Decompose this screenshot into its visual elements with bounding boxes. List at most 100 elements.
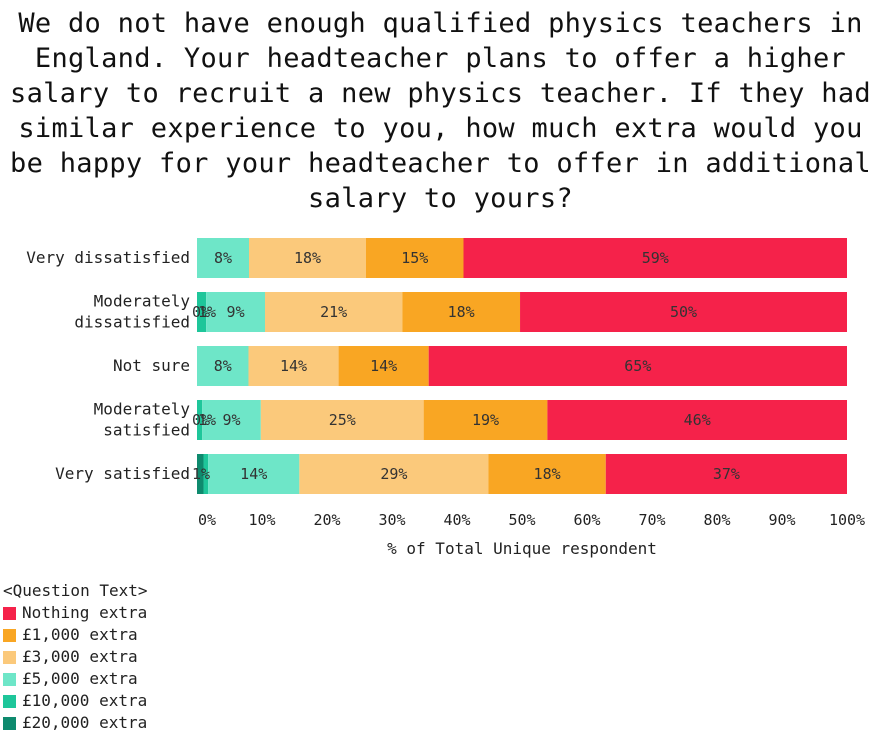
- legend-item: £3,000 extra: [3, 646, 148, 668]
- bar-segment: [197, 400, 203, 440]
- bar-data-label: 9%: [222, 411, 240, 429]
- y-category-label: Moderately satisfied: [94, 400, 191, 440]
- legend-swatch: [3, 628, 16, 642]
- bar-data-label: 65%: [624, 357, 651, 375]
- bar-segment: [249, 238, 366, 278]
- chart-title-line: similar experience to you, how much extr…: [18, 113, 863, 144]
- bar-segment: [197, 346, 249, 386]
- bar-segment: [428, 346, 847, 386]
- bar-segment: [260, 400, 424, 440]
- bar-segment: [248, 346, 339, 386]
- bar-segment: [338, 346, 429, 386]
- bar-data-label: 18%: [294, 249, 321, 267]
- bar-data-label: 8%: [214, 357, 232, 375]
- bar-segment: [299, 454, 489, 494]
- legend-label: £3,000 extra: [22, 647, 138, 666]
- legend-label: £10,000 extra: [22, 691, 148, 710]
- bar-data-label: 46%: [684, 411, 711, 429]
- legend-item: Nothing extra: [3, 602, 148, 624]
- bars-layer: [197, 238, 847, 494]
- y-category-label-line: Moderately: [94, 400, 191, 419]
- y-category-label-line: Moderately: [94, 292, 191, 311]
- bar-segment: [366, 238, 464, 278]
- x-tick-label: 60%: [573, 511, 600, 529]
- stacked-bar-chart: 8% 18% 15% 59%0%1% 9% 21% 18% 50%8% 14% 14% 65%0%1…: [26, 238, 865, 558]
- x-tick-label: 90%: [768, 511, 795, 529]
- legend-swatch: [3, 672, 16, 686]
- bar-data-label: 29%: [380, 465, 407, 483]
- bar-segment: [265, 292, 403, 332]
- y-category-label-line: satisfied: [103, 421, 190, 440]
- bar-data-label: 15%: [401, 249, 428, 267]
- bar-data-label: 14%: [370, 357, 397, 375]
- y-category-label: Not sure: [113, 356, 190, 375]
- bar-segment: [203, 454, 209, 494]
- legend-title: <Question Text>: [3, 581, 148, 600]
- legend-label: £20,000 extra: [22, 713, 148, 732]
- bar-segment: [197, 454, 204, 494]
- bar-data-label: 25%: [329, 411, 356, 429]
- bar-data-label: 50%: [670, 303, 697, 321]
- bar-data-label: 1%: [198, 303, 216, 321]
- bar-data-label: 37%: [713, 465, 740, 483]
- bar-segment: [202, 400, 261, 440]
- legend-item: £10,000 extra: [3, 690, 148, 712]
- x-tick-label: 0%: [198, 511, 216, 529]
- bar-data-label: 1%: [192, 465, 210, 483]
- legend: <Question Text> Nothing extra £1,000 extr…: [3, 580, 148, 734]
- bar-data-label: 14%: [240, 465, 267, 483]
- bar-segment: [463, 238, 847, 278]
- bar-data-label: 18%: [534, 465, 561, 483]
- bar-labels-layer: 8% 18% 15% 59%0%1% 9% 21% 18% 50%8% 14% 14% 65%0%1…: [192, 249, 740, 483]
- chart-title-line: We do not have enough qualified physics …: [18, 8, 863, 39]
- bar-segment: [520, 292, 847, 332]
- bar-segment: [488, 454, 606, 494]
- chart-title: We do not have enough qualified physics …: [0, 6, 881, 216]
- chart-title-line: salary to recruit a new physics teacher.…: [10, 78, 871, 109]
- bar-segment: [605, 454, 847, 494]
- legend-label: £1,000 extra: [22, 625, 138, 644]
- x-tick-label: 20%: [313, 511, 340, 529]
- legend-item: £20,000 extra: [3, 712, 148, 734]
- y-category-label: Very satisfied: [55, 464, 190, 483]
- chart-title-line: be happy for your headteacher to offer i…: [10, 148, 871, 179]
- legend-swatch: [3, 716, 16, 730]
- x-tick-label: 100%: [829, 511, 865, 529]
- y-category-label-line: Very dissatisfied: [26, 248, 190, 267]
- x-tick-label: 50%: [508, 511, 535, 529]
- y-category-label-line: Not sure: [113, 356, 190, 375]
- legend-swatch: [3, 694, 16, 708]
- bar-data-label: 14%: [280, 357, 307, 375]
- bar-data-label: 8%: [214, 249, 232, 267]
- bar-segment: [197, 292, 207, 332]
- legend-item: £5,000 extra: [3, 668, 148, 690]
- y-axis-labels: Very dissatisfied Moderately dissatisfied N…: [26, 248, 190, 483]
- chart-title-line: England. Your headteacher plans to offer…: [34, 43, 847, 74]
- legend-item: £1,000 extra: [3, 624, 148, 646]
- x-tick-label: 30%: [378, 511, 405, 529]
- chart-title-line: salary to yours?: [308, 183, 573, 214]
- legend-label: £5,000 extra: [22, 669, 138, 688]
- bar-segment: [423, 400, 548, 440]
- y-category-label-line: dissatisfied: [74, 313, 190, 332]
- bar-segment: [208, 454, 300, 494]
- bar-data-label: 0%: [192, 411, 210, 429]
- x-tick-label: 70%: [638, 511, 665, 529]
- y-category-label-line: Very satisfied: [55, 464, 190, 483]
- bar-data-label: 21%: [320, 303, 347, 321]
- bar-segment: [402, 292, 521, 332]
- x-tick-label: 40%: [443, 511, 470, 529]
- bar-segment: [547, 400, 847, 440]
- x-tick-label: 10%: [248, 511, 275, 529]
- x-axis-label: % of Total Unique respondent: [387, 539, 657, 558]
- bar-data-label: 1%: [198, 411, 216, 429]
- bar-segment: [206, 292, 266, 332]
- bar-segment: [197, 238, 249, 278]
- y-category-label: Very dissatisfied: [26, 248, 190, 267]
- legend-swatch: [3, 606, 16, 620]
- bar-data-label: 59%: [642, 249, 669, 267]
- x-tick-label: 80%: [703, 511, 730, 529]
- legend-items: Nothing extra £1,000 extra £3,000 extra £5,…: [3, 602, 148, 734]
- bar-data-label: 9%: [227, 303, 245, 321]
- legend-swatch: [3, 650, 16, 664]
